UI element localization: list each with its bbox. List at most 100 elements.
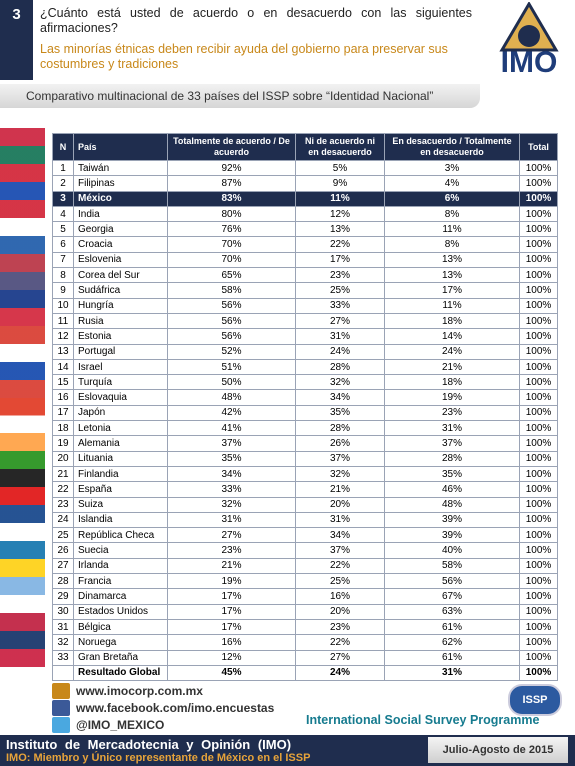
cell: 70% (167, 251, 296, 269)
cell: 70% (167, 236, 296, 253)
cell: 11 (52, 312, 74, 330)
country: Lituania (73, 450, 168, 467)
cell: 100% (519, 404, 558, 422)
cell: 11% (384, 297, 520, 314)
twitter-link[interactable]: @IMO_MEXICO (76, 718, 165, 732)
cell: 7 (52, 251, 74, 269)
country: Turquía (73, 374, 168, 391)
country: Hungría (73, 297, 168, 314)
cell: 19% (384, 389, 520, 406)
table-row: 11 Rusia 56% 27% 18% 100% (52, 312, 558, 330)
cell: 100% (519, 557, 558, 575)
cell: 100% (519, 420, 558, 437)
flags-column (0, 110, 45, 685)
column-header: N (52, 133, 74, 161)
facebook-link[interactable]: www.facebook.com/imo.encuestas (76, 701, 275, 715)
cell: 83% (167, 190, 296, 207)
cell: 92% (167, 159, 296, 177)
cell: 2 (52, 175, 74, 192)
cell: 58% (167, 282, 296, 299)
cell: 37% (384, 435, 520, 452)
table-row: 12 Estonia 56% 31% 14% 100% (52, 328, 558, 345)
cell: 28 (52, 573, 74, 590)
flag (0, 289, 45, 326)
cell: 14% (384, 328, 520, 345)
cell: 100% (519, 573, 558, 590)
cell: 100% (519, 159, 558, 177)
header-row: N País Totalmente de acuerdo / De acuerdo N… (52, 133, 558, 161)
cell: 87% (167, 175, 296, 192)
country: México (73, 190, 168, 207)
column-header: País (73, 133, 168, 161)
flag (0, 253, 45, 290)
cell: 34% (167, 465, 296, 483)
cell: 19% (167, 573, 296, 590)
country: Bélgica (73, 618, 168, 636)
cell: 76% (167, 221, 296, 238)
cell: 17% (167, 618, 296, 636)
cell: 56% (167, 297, 296, 314)
table-row: 8 Corea del Sur 65% 23% 13% 100% (52, 267, 558, 284)
cell: 37% (295, 542, 385, 559)
cell: 56% (167, 328, 296, 345)
flag (0, 361, 45, 398)
subtitle: Comparativo multinacional de 33 países d… (0, 84, 480, 108)
cell: 100% (519, 603, 558, 620)
membership: IMO: Miembro y Único representante de Mé… (6, 752, 311, 764)
cell: 100% (519, 542, 558, 559)
cell: 25% (295, 573, 385, 590)
cell: 33% (167, 481, 296, 498)
cell: 22% (295, 236, 385, 253)
cell: 100% (519, 511, 558, 529)
cell: 5 (52, 221, 74, 238)
country: Noruega (73, 634, 168, 651)
cell: 21% (295, 481, 385, 498)
country: Eslovaquia (73, 389, 168, 406)
country: Suiza (73, 496, 168, 513)
cell (52, 664, 74, 682)
cell: 24 (52, 511, 74, 529)
table-row: 25 República Checa 27% 34% 39% 100% (52, 527, 558, 544)
imo-icon (52, 683, 70, 699)
column-header: Total (519, 133, 558, 161)
cell: 45% (167, 664, 296, 682)
cell: 12% (295, 205, 385, 223)
cell: 13% (384, 251, 520, 269)
cell: 31% (167, 511, 296, 529)
table-row: 10 Hungría 56% 33% 11% 100% (52, 297, 558, 314)
cell: 52% (167, 343, 296, 360)
country: Estados Unidos (73, 603, 168, 620)
cell: 25 (52, 527, 74, 544)
table-body: 1 Taiwán 92% 5% 3% 100% 2 Filipinas 87% 9% 4% 100% 3… (52, 159, 558, 682)
cell: 18% (384, 374, 520, 391)
country: República Checa (73, 527, 168, 544)
institute: Instituto de Mercadotecnia y Opinión (IM… (6, 737, 292, 752)
cell: 18% (384, 312, 520, 330)
cell: 24% (295, 343, 385, 360)
cell: 23% (295, 618, 385, 636)
cell: 17% (167, 588, 296, 605)
summary-row: Resultado Global 45% 24% 31% 100% (52, 664, 558, 682)
column-header: Totalmente de acuerdo / De acuerdo (167, 133, 296, 161)
cell: 3% (384, 159, 520, 177)
cell: 100% (519, 297, 558, 314)
cell: 8% (384, 236, 520, 253)
summary-label: Resultado Global (73, 664, 168, 682)
country: Israel (73, 358, 168, 376)
flag (0, 505, 45, 542)
cell: 39% (384, 527, 520, 544)
cell: 11% (295, 190, 385, 207)
cell: 46% (384, 481, 520, 498)
cell: 100% (519, 588, 558, 605)
cell: 34% (295, 527, 385, 544)
cell: 21 (52, 465, 74, 483)
cell: 19 (52, 435, 74, 452)
website-link[interactable]: www.imocorp.com.mx (76, 684, 203, 698)
cell: 100% (519, 312, 558, 330)
issp-name: International Social Survey Programme (306, 713, 540, 727)
country: Letonia (73, 420, 168, 437)
cell: 32% (295, 465, 385, 483)
facebook-icon (52, 700, 70, 716)
table-row: 27 Irlanda 21% 22% 58% 100% (52, 557, 558, 575)
cell: 6% (384, 190, 520, 207)
